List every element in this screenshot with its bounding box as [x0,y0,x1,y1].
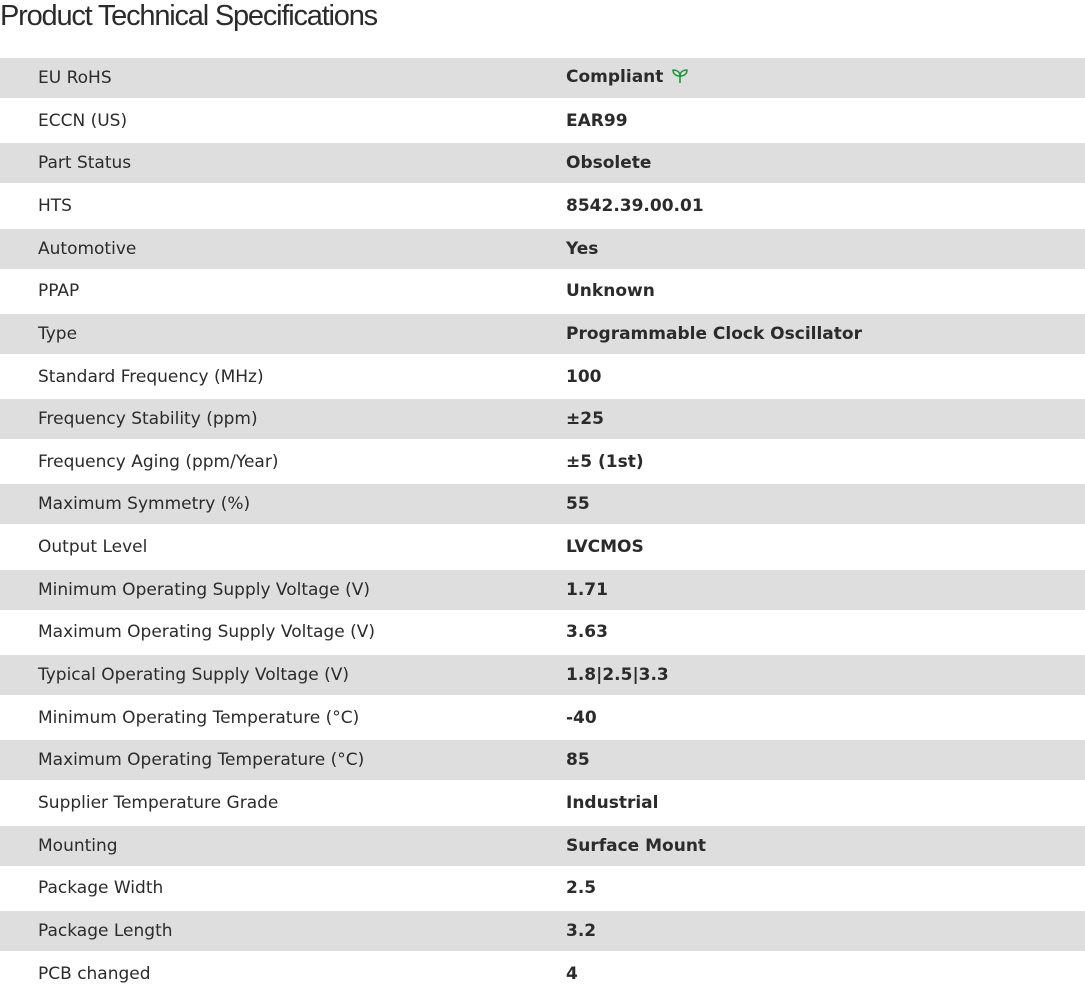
spec-label: Automotive [38,238,137,259]
spec-value: 4 [566,951,1085,996]
spec-value-text: 1.71 [566,579,608,600]
spec-row: EU RoHS Compliant [0,58,1085,98]
spec-row: Minimum Operating Supply Voltage (V) 1.71 [0,569,1085,610]
spec-row: PPAP Unknown [0,268,1085,314]
spec-value-text: ±5 (1st) [566,451,644,472]
spec-row: Typical Operating Supply Voltage (V) 1.8|… [0,655,1085,696]
spec-value: 2.5 [566,866,1085,911]
spec-row: Package Width 2.5 [0,865,1085,911]
spec-value: 8542.39.00.01 [566,183,1085,228]
spec-row: Frequency Stability (ppm) ±25 [0,399,1085,440]
spec-value: ±5 (1st) [566,439,1085,484]
spec-label: Frequency Aging (ppm/Year) [38,451,279,472]
spec-value-text: Industrial [566,793,659,814]
spec-label: Minimum Operating Temperature (°C) [38,707,360,728]
spec-label: Supplier Temperature Grade [38,793,279,814]
spec-row: Automotive Yes [0,228,1085,269]
spec-value: LVCMOS [566,524,1085,569]
spec-value: 1.71 [566,570,1085,610]
spec-label: EU RoHS [38,68,112,88]
spec-value: 3.2 [566,911,1085,951]
spec-value-text: EAR99 [566,110,628,131]
spec-label: Minimum Operating Supply Voltage (V) [38,579,370,600]
spec-row: Frequency Aging (ppm/Year) ±5 (1st) [0,439,1085,485]
spec-label: ECCN (US) [38,110,128,131]
spec-value-text: 4 [566,963,578,984]
spec-value-text: Surface Mount [566,835,707,856]
spec-label: Package Width [38,878,164,899]
spec-row: Maximum Operating Supply Voltage (V) 3.63 [0,609,1085,656]
specs-table: EU RoHS Compliant ECCN (US) EAR99 Part Statu… [0,58,1085,996]
spec-row: Supplier Temperature Grade Industrial [0,780,1085,826]
spec-value-text: Programmable Clock Oscillator [566,323,862,344]
spec-row: Maximum Symmetry (%) 55 [0,484,1085,525]
spec-value-text: LVCMOS [566,537,644,558]
spec-value-text: 2.5 [566,878,597,899]
spec-value-text: 1.8|2.5|3.3 [566,665,669,686]
spec-value: EAR99 [566,98,1085,143]
spec-value: 3.63 [566,610,1085,655]
spec-value-text: 85 [566,750,590,771]
spec-value: Surface Mount [566,826,1085,866]
spec-value: ±25 [566,399,1085,439]
spec-value-text: 3.63 [566,622,608,643]
spec-value: 100 [566,354,1085,399]
spec-row: Part Status Obsolete [0,143,1085,184]
spec-label: Typical Operating Supply Voltage (V) [38,665,349,686]
spec-value: 85 [566,740,1085,780]
spec-value: -40 [566,695,1085,740]
spec-value: Programmable Clock Oscillator [566,314,1085,354]
spec-row: Maximum Operating Temperature (°C) 85 [0,740,1085,781]
spec-row: Mounting Surface Mount [0,825,1085,866]
spec-value: 55 [566,484,1085,524]
spec-label: PPAP [38,281,80,302]
spec-row: Standard Frequency (MHz) 100 [0,353,1085,400]
spec-label: Frequency Stability (ppm) [38,409,258,430]
spec-label: Mounting [38,835,118,856]
spec-value-text: 3.2 [566,920,597,941]
leaf-icon [671,68,689,89]
spec-value-text: Obsolete [566,153,652,174]
spec-label: Standard Frequency (MHz) [38,366,264,387]
spec-row: Output Level LVCMOS [0,524,1085,570]
spec-value-text: Yes [566,238,599,259]
spec-label: Part Status [38,153,132,174]
spec-row: PCB changed 4 [0,950,1085,996]
spec-label: HTS [38,195,72,216]
spec-row: Minimum Operating Temperature (°C) -40 [0,695,1085,741]
spec-label: Maximum Operating Temperature (°C) [38,750,365,771]
spec-value: Industrial [566,780,1085,825]
spec-value-text: 100 [566,366,602,387]
spec-value-text: Unknown [566,281,655,302]
spec-value: 1.8|2.5|3.3 [566,655,1085,695]
spec-value-text: Compliant [566,67,664,87]
spec-value: Yes [566,229,1085,269]
spec-row: ECCN (US) EAR99 [0,98,1085,144]
spec-value-text: 55 [566,494,590,515]
page-title: Product Technical Specifications [0,0,378,32]
spec-value: Unknown [566,269,1085,314]
spec-label: Output Level [38,537,148,558]
spec-row: Package Length 3.2 [0,910,1085,951]
spec-value-text: ±25 [566,409,604,430]
spec-label: Maximum Symmetry (%) [38,494,251,515]
spec-value-text: 8542.39.00.01 [566,195,704,216]
spec-row: HTS 8542.39.00.01 [0,183,1085,229]
spec-label: Maximum Operating Supply Voltage (V) [38,622,375,643]
spec-label: Package Length [38,920,173,941]
spec-value: Compliant [566,58,1085,98]
spec-label: PCB changed [38,963,151,984]
spec-value: Obsolete [566,143,1085,183]
spec-row: Type Programmable Clock Oscillator [0,313,1085,354]
spec-value-text: -40 [566,707,597,728]
spec-label: Type [38,323,78,344]
